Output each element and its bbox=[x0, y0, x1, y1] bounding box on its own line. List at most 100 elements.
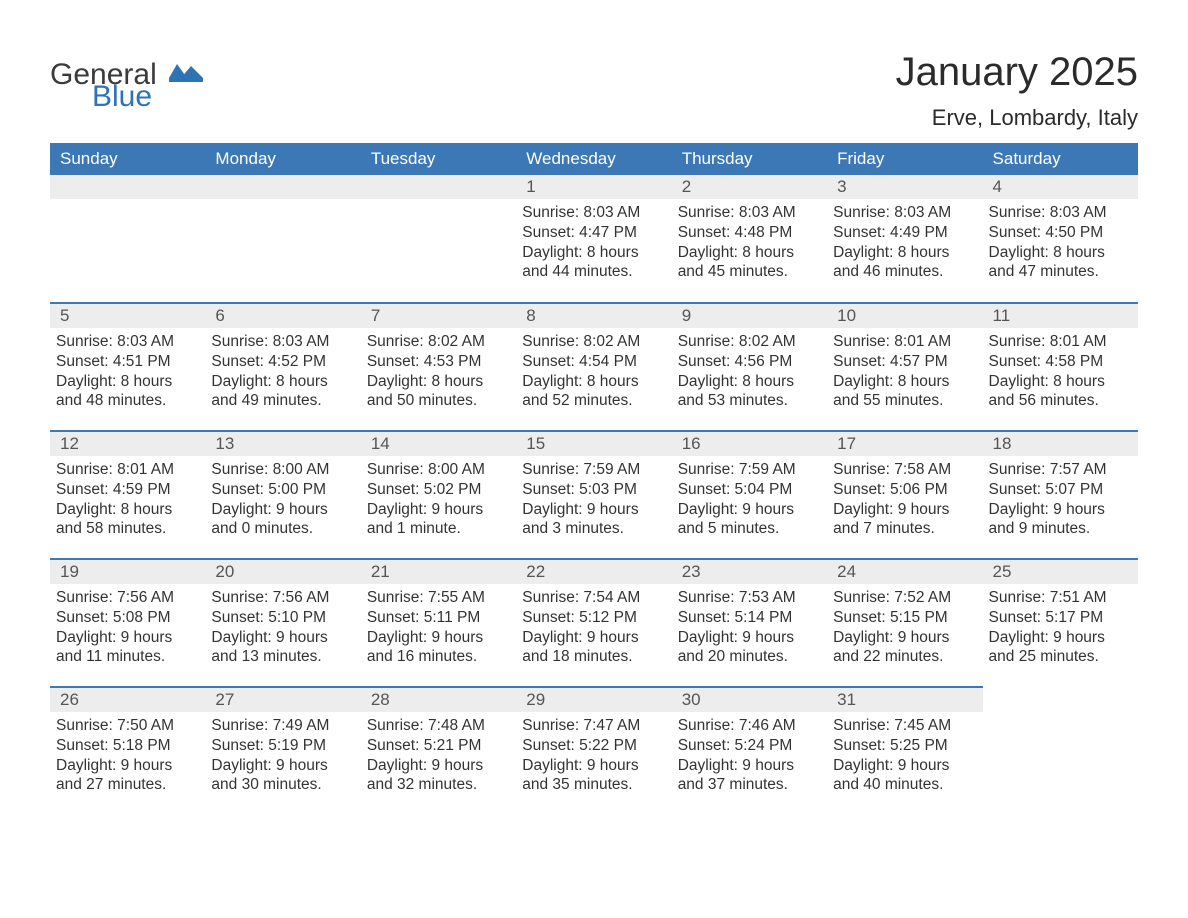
calendar-day-cell: 13Sunrise: 8:00 AMSunset: 5:00 PMDayligh… bbox=[205, 431, 360, 559]
calendar-week-row: 5Sunrise: 8:03 AMSunset: 4:51 PMDaylight… bbox=[50, 303, 1138, 431]
weekday-header: Tuesday bbox=[361, 143, 516, 175]
sunset-text: Sunset: 5:15 PM bbox=[833, 608, 972, 628]
sunrise-text: Sunrise: 7:47 AM bbox=[522, 716, 661, 736]
daylight-line-1: Daylight: 9 hours bbox=[522, 756, 661, 776]
daylight-line-1: Daylight: 8 hours bbox=[833, 243, 972, 263]
logo: General Blue bbox=[50, 50, 203, 112]
daylight-line-2: and 0 minutes. bbox=[211, 519, 350, 539]
day-details: Sunrise: 8:01 AMSunset: 4:58 PMDaylight:… bbox=[983, 328, 1138, 421]
daylight-line-1: Daylight: 9 hours bbox=[367, 500, 506, 520]
sunset-text: Sunset: 5:10 PM bbox=[211, 608, 350, 628]
day-details: Sunrise: 7:57 AMSunset: 5:07 PMDaylight:… bbox=[983, 456, 1138, 549]
daylight-line-1: Daylight: 9 hours bbox=[367, 628, 506, 648]
day-number: 31 bbox=[827, 688, 982, 712]
daylight-line-2: and 53 minutes. bbox=[678, 391, 817, 411]
daylight-line-2: and 16 minutes. bbox=[367, 647, 506, 667]
sunset-text: Sunset: 4:54 PM bbox=[522, 352, 661, 372]
calendar-day-cell: 15Sunrise: 7:59 AMSunset: 5:03 PMDayligh… bbox=[516, 431, 671, 559]
month-title: January 2025 bbox=[896, 50, 1138, 95]
daylight-line-2: and 40 minutes. bbox=[833, 775, 972, 795]
day-number: 18 bbox=[983, 432, 1138, 456]
daylight-line-1: Daylight: 8 hours bbox=[678, 243, 817, 263]
daylight-line-1: Daylight: 8 hours bbox=[56, 372, 195, 392]
sunset-text: Sunset: 5:00 PM bbox=[211, 480, 350, 500]
daylight-line-1: Daylight: 9 hours bbox=[522, 500, 661, 520]
day-number: 28 bbox=[361, 688, 516, 712]
sunset-text: Sunset: 5:11 PM bbox=[367, 608, 506, 628]
daylight-line-2: and 7 minutes. bbox=[833, 519, 972, 539]
day-number: 7 bbox=[361, 304, 516, 328]
day-details: Sunrise: 8:02 AMSunset: 4:53 PMDaylight:… bbox=[361, 328, 516, 421]
daylight-line-2: and 1 minute. bbox=[367, 519, 506, 539]
sunrise-text: Sunrise: 8:00 AM bbox=[367, 460, 506, 480]
calendar-day-cell: 10Sunrise: 8:01 AMSunset: 4:57 PMDayligh… bbox=[827, 303, 982, 431]
calendar-day-cell: 6Sunrise: 8:03 AMSunset: 4:52 PMDaylight… bbox=[205, 303, 360, 431]
daylight-line-2: and 32 minutes. bbox=[367, 775, 506, 795]
day-details: Sunrise: 8:02 AMSunset: 4:56 PMDaylight:… bbox=[672, 328, 827, 421]
day-details: Sunrise: 7:56 AMSunset: 5:10 PMDaylight:… bbox=[205, 584, 360, 677]
sunrise-text: Sunrise: 8:03 AM bbox=[833, 203, 972, 223]
calendar-day-cell: 30Sunrise: 7:46 AMSunset: 5:24 PMDayligh… bbox=[672, 687, 827, 815]
calendar-empty-cell bbox=[50, 175, 205, 303]
calendar-week-row: 19Sunrise: 7:56 AMSunset: 5:08 PMDayligh… bbox=[50, 559, 1138, 687]
day-number: 3 bbox=[827, 175, 982, 199]
calendar-empty-cell bbox=[983, 687, 1138, 815]
day-details: Sunrise: 7:48 AMSunset: 5:21 PMDaylight:… bbox=[361, 712, 516, 805]
daylight-line-1: Daylight: 9 hours bbox=[678, 500, 817, 520]
daylight-line-1: Daylight: 8 hours bbox=[211, 372, 350, 392]
day-details: Sunrise: 7:55 AMSunset: 5:11 PMDaylight:… bbox=[361, 584, 516, 677]
calendar-day-cell: 25Sunrise: 7:51 AMSunset: 5:17 PMDayligh… bbox=[983, 559, 1138, 687]
day-details: Sunrise: 7:54 AMSunset: 5:12 PMDaylight:… bbox=[516, 584, 671, 677]
daylight-line-2: and 45 minutes. bbox=[678, 262, 817, 282]
day-details: Sunrise: 7:53 AMSunset: 5:14 PMDaylight:… bbox=[672, 584, 827, 677]
sunset-text: Sunset: 5:18 PM bbox=[56, 736, 195, 756]
daylight-line-1: Daylight: 8 hours bbox=[833, 372, 972, 392]
sunrise-text: Sunrise: 7:50 AM bbox=[56, 716, 195, 736]
sunrise-text: Sunrise: 7:51 AM bbox=[989, 588, 1128, 608]
sunrise-text: Sunrise: 8:01 AM bbox=[56, 460, 195, 480]
day-details: Sunrise: 8:01 AMSunset: 4:59 PMDaylight:… bbox=[50, 456, 205, 549]
sunset-text: Sunset: 4:58 PM bbox=[989, 352, 1128, 372]
day-number: 5 bbox=[50, 304, 205, 328]
day-number: 20 bbox=[205, 560, 360, 584]
calendar-table: SundayMondayTuesdayWednesdayThursdayFrid… bbox=[50, 143, 1138, 815]
daylight-line-2: and 44 minutes. bbox=[522, 262, 661, 282]
day-details: Sunrise: 8:03 AMSunset: 4:50 PMDaylight:… bbox=[983, 199, 1138, 292]
day-number: 2 bbox=[672, 175, 827, 199]
daylight-line-2: and 27 minutes. bbox=[56, 775, 195, 795]
day-number: 13 bbox=[205, 432, 360, 456]
daylight-line-1: Daylight: 9 hours bbox=[522, 628, 661, 648]
daylight-line-2: and 13 minutes. bbox=[211, 647, 350, 667]
day-details: Sunrise: 8:00 AMSunset: 5:00 PMDaylight:… bbox=[205, 456, 360, 549]
daylight-line-1: Daylight: 9 hours bbox=[367, 756, 506, 776]
daylight-line-1: Daylight: 8 hours bbox=[989, 243, 1128, 263]
sunset-text: Sunset: 5:17 PM bbox=[989, 608, 1128, 628]
day-details: Sunrise: 8:03 AMSunset: 4:51 PMDaylight:… bbox=[50, 328, 205, 421]
day-number: 21 bbox=[361, 560, 516, 584]
day-details: Sunrise: 7:46 AMSunset: 5:24 PMDaylight:… bbox=[672, 712, 827, 805]
calendar-week-row: 26 Sunrise: 7:50 AMSunset: 5:18 PM Dayligh… bbox=[50, 687, 1138, 815]
sunset-text: Sunset: 4:49 PM bbox=[833, 223, 972, 243]
daylight-line-1: Daylight: 8 hours bbox=[56, 500, 195, 520]
day-details: Sunrise: 8:01 AMSunset: 4:57 PMDaylight:… bbox=[827, 328, 982, 421]
day-details: Sunrise: 7:56 AMSunset: 5:08 PMDaylight:… bbox=[50, 584, 205, 677]
weekday-header: Sunday bbox=[50, 143, 205, 175]
day-number: 26 bbox=[50, 688, 205, 712]
day-number: 23 bbox=[672, 560, 827, 584]
day-number: 4 bbox=[983, 175, 1138, 199]
sunrise-text: Sunrise: 7:55 AM bbox=[367, 588, 506, 608]
sunrise-text: Sunrise: 7:56 AM bbox=[211, 588, 350, 608]
daylight-line-2: and 50 minutes. bbox=[367, 391, 506, 411]
daylight-line-2: and 37 minutes. bbox=[678, 775, 817, 795]
header: General Blue January 2025 Erve, Lombardy… bbox=[50, 50, 1138, 131]
calendar-day-cell: 18Sunrise: 7:57 AMSunset: 5:07 PMDayligh… bbox=[983, 431, 1138, 559]
sunrise-text: Sunrise: 8:03 AM bbox=[56, 332, 195, 352]
calendar-day-cell: 27Sunrise: 7:49 AMSunset: 5:19 PMDayligh… bbox=[205, 687, 360, 815]
day-number: 10 bbox=[827, 304, 982, 328]
sunset-text: Sunset: 4:52 PM bbox=[211, 352, 350, 372]
day-details: Sunrise: 8:03 AMSunset: 4:47 PMDaylight:… bbox=[516, 199, 671, 292]
sunrise-text: Sunrise: 8:00 AM bbox=[211, 460, 350, 480]
daylight-line-1: Daylight: 9 hours bbox=[211, 628, 350, 648]
daylight-line-2: and 18 minutes. bbox=[522, 647, 661, 667]
sunset-text: Sunset: 5:19 PM bbox=[211, 736, 350, 756]
